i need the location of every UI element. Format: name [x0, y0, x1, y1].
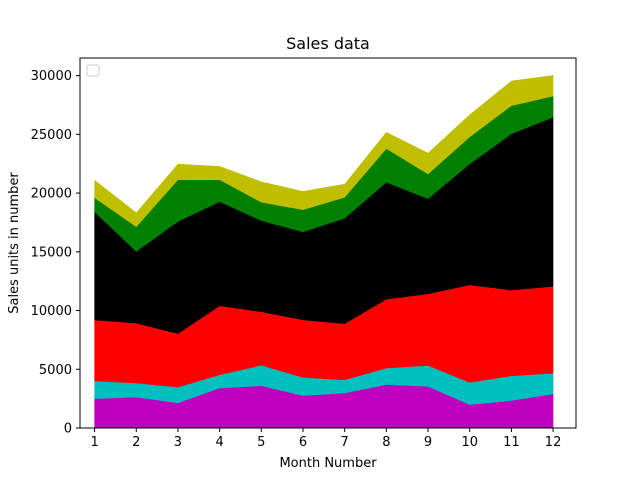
- chart-title: Sales data: [286, 34, 370, 53]
- y-tick-label: 5000: [39, 363, 72, 378]
- y-tick-label: 20000: [31, 187, 72, 202]
- x-axis-title: Month Number: [279, 456, 377, 471]
- y-axis-title: Sales units in number: [7, 172, 22, 314]
- x-tick-label: 5: [257, 435, 265, 450]
- x-tick-label: 2: [132, 435, 140, 450]
- y-tick-label: 15000: [31, 245, 72, 260]
- y-tick-label: 10000: [31, 304, 72, 319]
- area-series-6: [94, 75, 554, 228]
- plot-frame: [79, 57, 577, 429]
- x-tick-label: 9: [424, 435, 432, 450]
- y-tick-label: 0: [64, 422, 72, 437]
- x-tick-label: 7: [341, 435, 349, 450]
- x-tick-label: 6: [299, 435, 307, 450]
- x-tick-label: 3: [174, 435, 182, 450]
- area-layer: [94, 75, 554, 429]
- x-tick-label: 11: [503, 435, 520, 450]
- x-tick-label: 4: [215, 435, 223, 450]
- y-tick-label: 25000: [31, 128, 72, 143]
- tick-layer: 1 2 3 4 5 6 7 8 9 10 11 120500010000150002000025000…: [31, 69, 562, 450]
- x-tick-label: 8: [382, 435, 390, 450]
- legend-box: [86, 64, 100, 77]
- x-tick-label: 1: [90, 435, 98, 450]
- y-tick-label: 30000: [31, 69, 72, 84]
- x-tick-label: 10: [461, 435, 478, 450]
- x-tick-label: 12: [545, 435, 562, 450]
